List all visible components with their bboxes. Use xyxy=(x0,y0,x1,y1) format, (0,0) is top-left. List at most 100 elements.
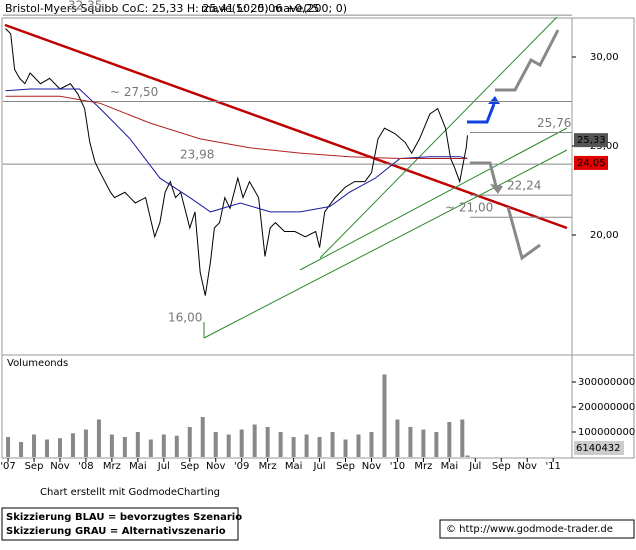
x-tick-label: Jul xyxy=(468,461,481,472)
level-label: 32,35 xyxy=(68,0,102,13)
level-label: 25,76 xyxy=(537,116,571,130)
credit: Chart erstellt mit GodmodeCharting xyxy=(40,487,220,498)
x-tick-label: Mai xyxy=(129,461,147,472)
value-box-label: 24,05 xyxy=(577,158,606,169)
value-box xyxy=(574,155,608,170)
volume-bar xyxy=(6,437,11,457)
x-tick-label: Mrz xyxy=(259,461,277,472)
x-tick-label: Nov xyxy=(362,461,382,472)
x-tick-label: Jul xyxy=(157,461,170,472)
chart-title: Bristol-Myers Squibb Co. xyxy=(5,2,140,15)
volume-title: Volumeonds xyxy=(7,358,68,369)
frame xyxy=(1,17,635,459)
volume-bar xyxy=(148,439,153,457)
price-line xyxy=(5,95,468,159)
x-tick-label: '08 xyxy=(78,461,93,472)
y-tick-label: 200000000 xyxy=(578,402,635,413)
volume-bar xyxy=(187,427,192,457)
volume-bar xyxy=(343,439,348,457)
note-grey: Skizzierung GRAU = Alternativszenario xyxy=(6,526,226,537)
volume-bar xyxy=(447,422,452,457)
trend-line xyxy=(203,149,568,339)
x-tick-label: '11 xyxy=(545,461,560,472)
url: © http://www.godmode-trader.de xyxy=(446,524,613,535)
volume-bar xyxy=(265,427,270,457)
volume-bar xyxy=(395,419,400,457)
arrow-head xyxy=(488,96,500,104)
volume-bar xyxy=(460,419,465,457)
x-tick-label: Mrz xyxy=(414,461,432,472)
scenario-arrows xyxy=(467,29,560,261)
x-tick-label: Sep xyxy=(336,461,355,472)
note-blue: Skizzierung BLAU = bevorzugtes Szenario xyxy=(6,512,242,523)
volume-bar xyxy=(291,437,296,457)
x-tick-label: Nov xyxy=(50,461,70,472)
x-tick-label: '07 xyxy=(0,461,15,472)
x-tick-label: Sep xyxy=(180,461,199,472)
level-label: 16,00 xyxy=(168,311,202,325)
value-box xyxy=(574,441,624,455)
level-label: ~ 21,00 xyxy=(445,201,493,215)
y-tick-label: 30,00 xyxy=(590,52,619,63)
volume-bar xyxy=(330,432,335,457)
volume-bar xyxy=(44,439,49,457)
volume-bar xyxy=(200,417,205,457)
volume-bar xyxy=(304,434,309,457)
trendlines xyxy=(4,16,568,339)
price-line xyxy=(5,28,468,296)
x-tick-label: Mrz xyxy=(103,461,121,472)
volume-bar xyxy=(278,432,283,457)
x-tick-label: Nov xyxy=(517,461,537,472)
volume-bar xyxy=(19,442,24,457)
downtrend-line xyxy=(4,23,568,230)
level-label: ~ 27,50 xyxy=(110,85,158,99)
x-tick-label: Sep xyxy=(492,461,511,472)
volume-bar xyxy=(109,434,114,457)
volume-bar xyxy=(57,438,62,457)
quote: C: 25,33 H: 25,41 L: 25,06 +0,25 xyxy=(137,2,319,15)
x-tick-label: '10 xyxy=(390,461,405,472)
grey-arrow xyxy=(506,206,541,261)
volume-bar xyxy=(32,434,37,457)
volume-bar xyxy=(226,434,231,457)
x-tick-label: Sep xyxy=(25,461,44,472)
volume-bar xyxy=(161,434,166,457)
volume-bar xyxy=(382,374,387,457)
volume-bar xyxy=(174,435,179,457)
volume-bar xyxy=(408,427,413,457)
volume-bar xyxy=(252,424,257,457)
volume-bar xyxy=(135,432,140,457)
volume-bar xyxy=(96,419,101,457)
volume-bar xyxy=(317,437,322,457)
value-box-label: 25,33 xyxy=(577,135,606,146)
volume-bar xyxy=(465,455,470,457)
level-label: 23,98 xyxy=(180,148,214,162)
grey-arrow xyxy=(495,29,560,92)
volume-bar xyxy=(434,432,439,457)
x-tick-label: Mai xyxy=(285,461,303,472)
trend-line xyxy=(319,16,558,259)
y-tick-label: 300000000 xyxy=(578,377,635,388)
volume-bar xyxy=(239,429,244,457)
url-box xyxy=(439,519,635,539)
trend-line xyxy=(299,127,568,271)
value-box xyxy=(574,133,608,148)
volume-bar xyxy=(356,434,361,457)
volume-bar xyxy=(213,432,218,457)
level-label: 22,24 xyxy=(507,179,541,193)
legend-entry: mave(200; 0) xyxy=(273,2,348,15)
legend-box xyxy=(1,507,239,541)
y-tick-label: 20,00 xyxy=(590,230,619,241)
value-box-label: 6140432 xyxy=(576,443,621,454)
grey-arrow xyxy=(470,161,498,187)
legend-entry: mave(50; 0) xyxy=(201,2,269,15)
x-tick-label: Jul xyxy=(313,461,326,472)
volume-bar xyxy=(421,429,426,457)
arrow-head xyxy=(490,184,503,194)
volume-bar xyxy=(70,433,75,457)
volume-bar xyxy=(369,432,374,457)
x-tick-label: '09 xyxy=(234,461,249,472)
volume-bar xyxy=(83,429,88,457)
x-tick-label: Nov xyxy=(206,461,226,472)
